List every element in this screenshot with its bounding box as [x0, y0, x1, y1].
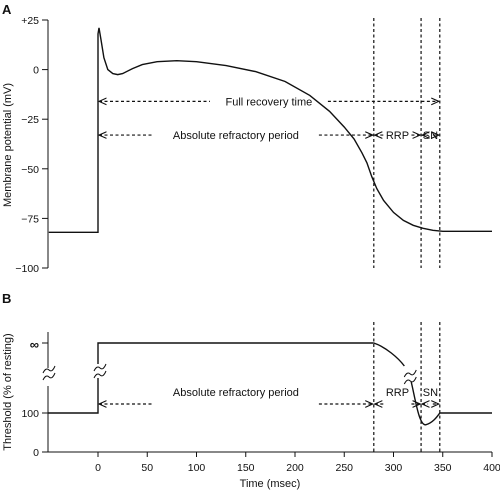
panel-a-annotation-label: Absolute refractory period	[173, 130, 299, 142]
panel-b-xtick-label: 300	[385, 462, 403, 474]
panel-b-annotation: SN	[422, 387, 439, 404]
panel-b-annotation-label: Absolute refractory period	[173, 387, 299, 399]
panel-b-xtick-label: 250	[335, 462, 353, 474]
panel-b-xtick-label: 400	[483, 462, 500, 474]
panel-a-vlines	[373, 18, 441, 268]
panel-b-label: B	[2, 291, 11, 306]
panel-b-ticks: ∞ 100 0 0 50 100 150 200 250 300 350 400	[21, 337, 500, 474]
panel-b-annotations: Absolute refractory period RRP SN	[99, 387, 439, 404]
panel-a-ytick-label: +25	[21, 15, 39, 27]
panel-b-xtick-label: 350	[434, 462, 452, 474]
panel-b-xtick-label: 150	[237, 462, 255, 474]
panel-a-annotation: SN	[422, 130, 439, 142]
panel-a-annotation: Full recovery time	[99, 96, 439, 108]
panel-b-ytick-label: 100	[21, 408, 39, 420]
panel-a-annotation-label: RRP	[386, 130, 409, 142]
panel-a-annotations: Full recovery time Absolute refractory pe…	[99, 96, 439, 142]
panel-a-annotation-label: Full recovery time	[225, 96, 312, 108]
panel-b-y-axis-title: Threshold (% of resting)	[2, 333, 14, 450]
panel-b-annotation: RRP	[375, 387, 420, 404]
panel-b-ytick-label: 0	[33, 447, 39, 459]
panel-b-axis-break	[42, 365, 56, 381]
panel-b-line-infinite	[97, 342, 374, 364]
panel-b-curve-break-rrp	[403, 369, 417, 385]
panel-b-line-rrp-upper	[373, 342, 405, 367]
panel-a-ytick-label: 0	[33, 65, 39, 77]
panel-a-ytick-label: −25	[21, 114, 39, 126]
panel-b-line-pre	[48, 378, 99, 414]
panel-b-annotation-label: SN	[423, 387, 438, 399]
panel-b-ytick-label: ∞	[30, 337, 39, 352]
panel-a-ytick-label: −75	[21, 213, 39, 225]
panel-a-annotation-label: SN	[423, 130, 438, 142]
panel-a-ytick-label: −50	[21, 164, 39, 176]
panel-a-label: A	[2, 2, 12, 17]
panel-a-annotation: Absolute refractory period	[99, 130, 373, 142]
panel-a-y-axis-title: Membrane potential (mV)	[2, 83, 14, 207]
panel-b-annotation: Absolute refractory period	[99, 387, 373, 404]
panel-a-action-potential-line	[48, 27, 492, 233]
panel-a-ytick-label: −100	[15, 263, 39, 275]
panel-b-threshold-line	[48, 342, 492, 426]
panel-b-curve-break-start	[93, 363, 107, 379]
panel-b-x-axis-title: Time (msec)	[240, 478, 301, 490]
panel-b-line-rrp-lower	[410, 381, 492, 426]
panel-b-xtick-label: 200	[286, 462, 304, 474]
panel-b-xtick-label: 100	[188, 462, 206, 474]
panel-a-y-ticks: +25 0 −25 −50 −75 −100	[15, 15, 48, 275]
panel-b-annotation-label: RRP	[386, 387, 409, 399]
panel-a-annotation: RRP	[375, 130, 420, 142]
panel-b-xtick-label: 0	[95, 462, 101, 474]
panel-b-xtick-label: 50	[141, 462, 153, 474]
